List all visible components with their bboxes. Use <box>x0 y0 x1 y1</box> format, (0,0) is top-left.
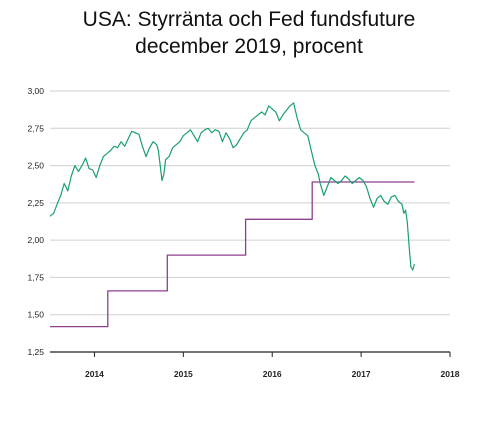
x-tick-label: 2016 <box>263 369 282 379</box>
y-tick-label: 1,25 <box>27 347 44 357</box>
chart-title-line-2: december 2019, procent <box>135 35 363 58</box>
futures-line <box>49 102 415 271</box>
x-tick-label: 2014 <box>85 369 104 379</box>
y-tick-label: 2,50 <box>27 161 44 171</box>
y-tick-label: 2,00 <box>27 235 44 245</box>
y-tick-label: 1,50 <box>27 310 44 320</box>
x-tick-label: 2015 <box>174 369 193 379</box>
x-tick-label: 2018 <box>441 369 460 379</box>
x-axis: 2014 2015 2016 2017 2018 <box>50 351 460 379</box>
chart-title-line-1: USA: Styrränta och Fed fundsfuture <box>82 8 416 31</box>
chart-title: USA: Styrränta och Fed fundsfuture decem… <box>0 6 498 60</box>
y-tick-label: 1,75 <box>27 272 44 282</box>
series-group <box>49 102 415 328</box>
y-tick-label: 2,25 <box>27 198 44 208</box>
y-axis-ticks: 1,25 1,50 1,75 2,00 2,25 2,50 2,75 3,00 <box>27 86 44 357</box>
y-tick-label: 3,00 <box>27 86 44 96</box>
policy-rate-line <box>50 181 415 328</box>
x-tick-label: 2017 <box>352 369 371 379</box>
y-tick-label: 2,75 <box>27 123 44 133</box>
gridlines <box>50 90 450 316</box>
